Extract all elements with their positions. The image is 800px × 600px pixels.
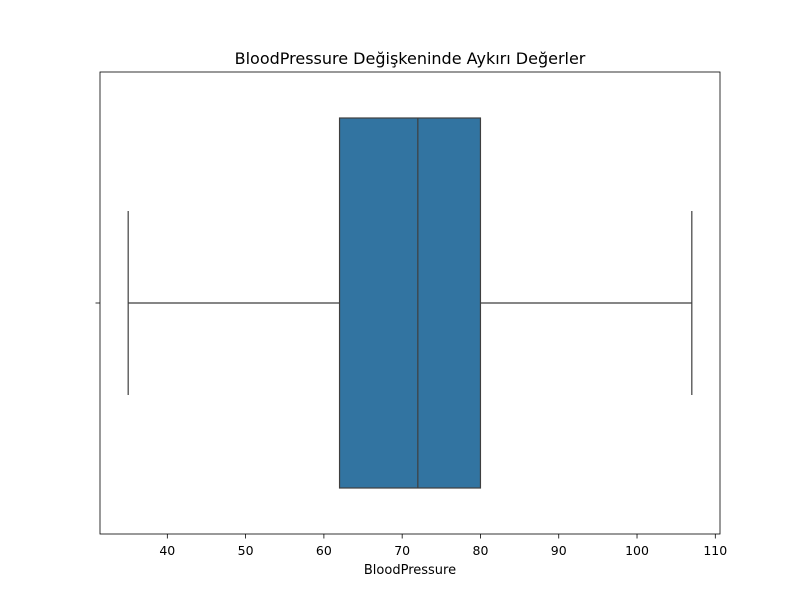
x-tick-label: 90 [551, 543, 567, 558]
x-tick-label: 70 [394, 543, 410, 558]
x-tick-label: 40 [159, 543, 175, 558]
x-tick-label: 50 [238, 543, 254, 558]
x-tick-label: 100 [625, 543, 649, 558]
iqr-box [338, 117, 482, 489]
x-axis-label: BloodPressure [364, 563, 456, 578]
chart-marks [127, 117, 693, 489]
x-tick-label: 80 [473, 543, 489, 558]
x-tick-label: 110 [703, 543, 727, 558]
x-tick-label: 60 [316, 543, 332, 558]
x-axis: 40 50 60 70 80 90 100 110 [159, 534, 727, 558]
chart-title: BloodPressure Değişkeninde Aykırı Değerl… [235, 49, 586, 68]
